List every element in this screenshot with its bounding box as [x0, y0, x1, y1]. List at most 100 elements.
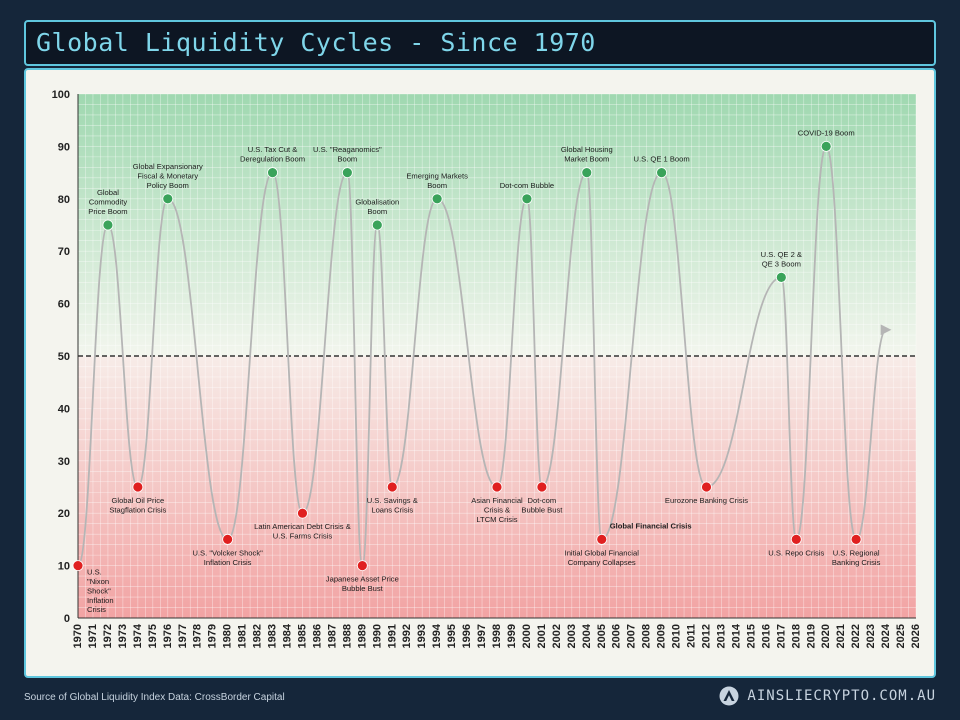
event-label: COVID-19 Boom: [798, 128, 855, 137]
boom-point: [162, 193, 174, 205]
x-tick-label: 1990: [371, 624, 383, 648]
x-tick-label: 2002: [551, 624, 563, 648]
x-tick-label: 2025: [895, 624, 907, 648]
x-tick-label: 1988: [341, 624, 353, 648]
boom-point: [521, 193, 533, 205]
x-tick-label: 2006: [611, 624, 623, 648]
crisis-point: [132, 481, 144, 493]
x-tick-label: 2016: [760, 624, 772, 648]
y-tick-label: 0: [64, 613, 70, 625]
event-label: Globalisation Boom: [355, 198, 399, 216]
event-label: Japanese Asset Price Bubble Bust: [326, 575, 399, 593]
boom-point: [581, 167, 593, 178]
x-tick-label: 2003: [566, 624, 578, 648]
event-label: Global Oil Price Stagflation Crisis: [109, 496, 166, 514]
x-tick-label: 1989: [356, 624, 368, 648]
x-tick-label: 2018: [790, 624, 802, 648]
x-tick-label: 1999: [506, 624, 518, 648]
event-label: Dot-com Bubble: [500, 181, 554, 190]
event-label: Dot-com Bubble Bust: [521, 496, 563, 514]
y-tick-label: 40: [58, 403, 70, 415]
x-tick-label: 1977: [177, 624, 189, 648]
x-tick-label: 2001: [536, 624, 548, 648]
brand-text: AINSLIECRYPTO.COM.AU: [747, 688, 936, 704]
x-tick-label: 2007: [626, 624, 638, 648]
crisis-point: [297, 507, 308, 519]
x-tick-label: 1984: [282, 623, 294, 648]
x-tick-label: 1981: [237, 624, 249, 648]
boom-point: [102, 219, 114, 231]
crisis-point: [356, 560, 368, 572]
crisis-point: [790, 533, 802, 545]
crisis-point: [386, 481, 398, 493]
y-tick-label: 50: [58, 351, 70, 363]
x-tick-label: 1997: [476, 624, 488, 648]
x-tick-label: 1998: [491, 624, 503, 648]
x-tick-label: 1971: [87, 624, 99, 648]
x-tick-label: 2010: [671, 624, 683, 648]
x-tick-label: 1970: [72, 624, 84, 648]
event-label: Initial Global Financial Company Collapse…: [565, 548, 640, 566]
x-tick-label: 1986: [311, 624, 323, 648]
y-tick-label: 10: [58, 561, 70, 573]
event-label: Asian Financial Crisis & LTCM Crisis: [471, 496, 523, 524]
crisis-point: [222, 533, 234, 545]
page-title: Global Liquidity Cycles - Since 1970: [36, 28, 596, 57]
event-label: Emerging Markets Boom: [406, 171, 468, 189]
brand-logo-icon: [719, 686, 739, 706]
event-side-label: Global Financial Crisis: [610, 521, 692, 530]
title-bar: Global Liquidity Cycles - Since 1970: [24, 20, 936, 66]
x-tick-label: 1985: [296, 624, 308, 648]
crisis-point: [850, 533, 862, 545]
event-label: U.S. "Volcker Shock" Inflation Crisis: [192, 548, 263, 566]
x-tick-label: 1974: [132, 623, 144, 648]
x-tick-label: 1995: [446, 624, 458, 648]
x-tick-label: 1996: [461, 624, 473, 648]
x-tick-label: 2009: [656, 624, 668, 648]
x-tick-label: 2011: [686, 624, 698, 648]
x-tick-label: 2019: [805, 624, 817, 648]
boom-point: [431, 193, 443, 205]
crisis-point: [596, 533, 608, 545]
y-tick-label: 30: [58, 456, 70, 468]
event-label: Latin American Debt Crisis & U.S. Farms C…: [254, 522, 351, 540]
y-tick-label: 70: [58, 246, 70, 258]
event-label: U.S. QE 1 Boom: [634, 155, 690, 164]
x-tick-label: 2008: [641, 624, 653, 648]
x-tick-label: 1992: [401, 624, 413, 648]
x-tick-label: 2015: [745, 624, 757, 648]
x-tick-label: 2020: [820, 624, 832, 648]
boom-point: [341, 167, 353, 178]
x-tick-label: 1994: [431, 623, 443, 648]
y-tick-label: 60: [58, 299, 70, 311]
x-tick-label: 2022: [850, 624, 862, 648]
crisis-point: [72, 560, 84, 572]
boom-point: [775, 271, 787, 283]
y-tick-label: 90: [58, 141, 70, 153]
x-tick-label: 1993: [416, 624, 428, 648]
x-tick-label: 1973: [117, 624, 129, 648]
event-label: Global Commodity Price Boom: [88, 188, 127, 216]
x-tick-label: 1979: [207, 624, 219, 648]
x-tick-label: 2014: [730, 623, 742, 648]
boom-point: [820, 141, 832, 152]
y-tick-label: 20: [58, 508, 70, 520]
x-tick-label: 1987: [326, 624, 338, 648]
chart-panel: 0 10 20 30 40 50 60 70 80 90 100 1970 1971 1972 1973 19…: [24, 68, 936, 678]
y-tick-label: 80: [58, 194, 70, 206]
x-tick-label: 1991: [386, 624, 398, 648]
event-label: U.S. Tax Cut & Deregulation Boom: [240, 145, 305, 163]
event-label: U.S. Savings & Loans Crisis: [367, 496, 418, 514]
crisis-point: [491, 481, 503, 493]
x-tick-label: 2026: [910, 624, 922, 648]
x-tick-label: 1982: [252, 624, 264, 648]
x-tick-label: 2013: [715, 624, 727, 648]
x-tick-label: 2012: [701, 624, 713, 648]
boom-point: [371, 219, 383, 231]
x-tick-label: 2017: [775, 624, 787, 648]
brand[interactable]: AINSLIECRYPTO.COM.AU: [719, 686, 936, 706]
x-tick-label: 2005: [596, 624, 608, 648]
x-tick-label: 2024: [880, 623, 892, 648]
x-tick-label: 1972: [102, 624, 114, 648]
